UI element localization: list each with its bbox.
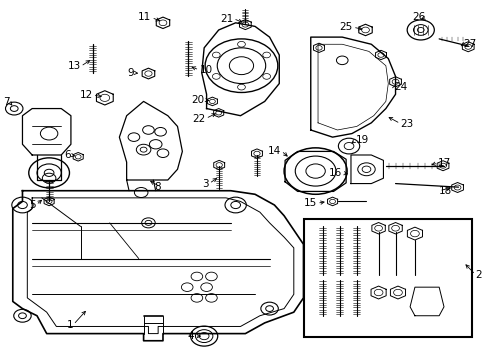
Text: 20: 20	[191, 95, 204, 105]
Text: 4: 4	[187, 331, 194, 341]
Text: 16: 16	[328, 168, 342, 178]
Text: 27: 27	[463, 39, 476, 49]
Text: 5: 5	[29, 200, 36, 210]
Bar	[304, 219, 471, 337]
Text: 3: 3	[202, 179, 208, 189]
Text: 18: 18	[438, 186, 451, 196]
Text: 24: 24	[394, 82, 407, 92]
Text: 21: 21	[220, 14, 233, 23]
Text: 25: 25	[339, 22, 352, 32]
Text: 1: 1	[66, 320, 73, 330]
Text: 15: 15	[303, 198, 316, 208]
Text: 26: 26	[411, 13, 425, 22]
Text: 19: 19	[355, 135, 368, 145]
Text: 17: 17	[437, 158, 450, 168]
Text: 7: 7	[3, 97, 9, 107]
Text: 14: 14	[267, 146, 281, 156]
Text: 11: 11	[138, 13, 151, 22]
Text: 6: 6	[64, 150, 71, 160]
Text: 8: 8	[154, 182, 160, 192]
Text: 13: 13	[67, 62, 81, 71]
Text: 2: 2	[474, 270, 481, 280]
Text: 9: 9	[127, 68, 134, 78]
Text: 22: 22	[192, 113, 205, 123]
Text: 23: 23	[400, 118, 413, 129]
Text: 12: 12	[80, 90, 93, 100]
Text: 10: 10	[199, 65, 212, 75]
